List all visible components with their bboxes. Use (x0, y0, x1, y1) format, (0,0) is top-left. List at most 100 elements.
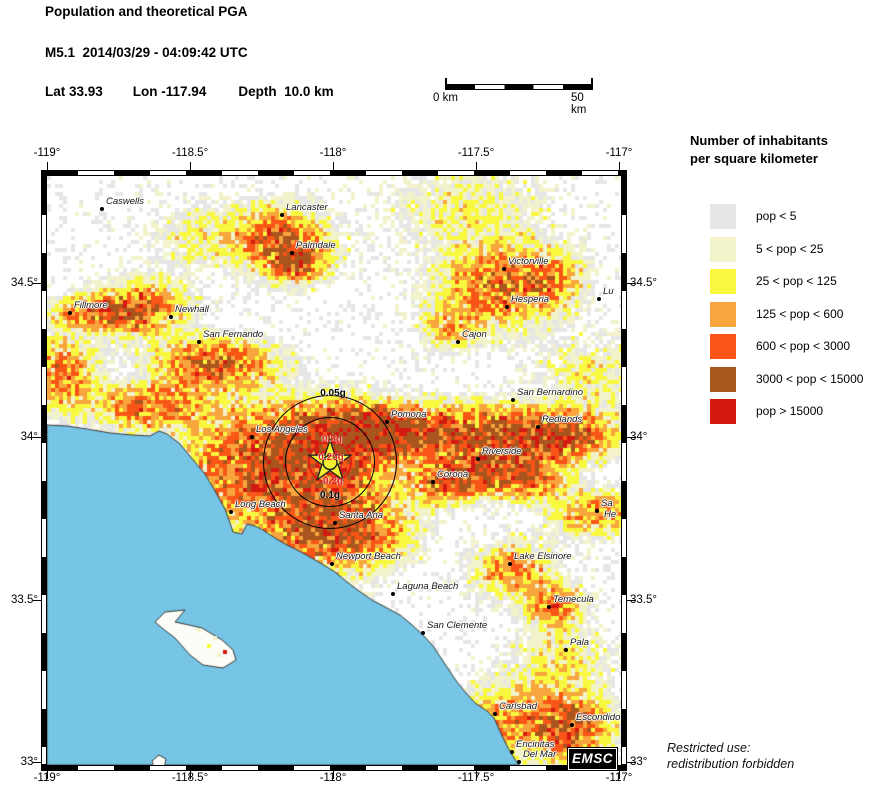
city-dot (229, 510, 233, 514)
city-label: San Clemente (427, 620, 488, 631)
city-label: He (604, 509, 617, 520)
city-dot (597, 297, 601, 301)
pga-label: 0.5g (321, 434, 343, 445)
city-dot (595, 509, 599, 513)
legend-swatch (710, 204, 736, 229)
legend-label: 5 < pop < 25 (756, 241, 824, 256)
legend-swatch (710, 399, 736, 424)
axis-label: -117.5° (457, 147, 495, 159)
pga-ring (285, 417, 375, 507)
map-viewport: 0.05g 0.1g 0.5g 0.25g 0.2g Caswells Lancaster… (47, 176, 621, 765)
legend-label: 25 < pop < 125 (756, 274, 837, 288)
city-dot (250, 435, 254, 439)
city-dot (280, 213, 284, 217)
map-border-left (41, 176, 47, 765)
axis-label: -118° (319, 147, 347, 159)
city-label: Hesperia (511, 294, 550, 305)
city-label: Escondido (576, 712, 621, 723)
city-dot (517, 760, 521, 764)
legend-swatch (710, 301, 736, 327)
event-lon: Lon -117.94 (132, 84, 207, 99)
scale-max-label: 50 km (571, 92, 587, 116)
map-border-bottom (41, 765, 627, 771)
city-dot (421, 631, 425, 635)
city-label: Lake Elsinore (514, 551, 572, 562)
map-border-top (41, 170, 627, 176)
city-label: Cajon (462, 329, 487, 340)
city-label: Carlsbad (499, 701, 538, 712)
pga-label: 0.2g (322, 476, 344, 487)
city-label: Encinitas (516, 739, 555, 750)
city-label: Newhall (175, 304, 209, 315)
legend-swatch (710, 269, 736, 294)
epicenter-star-icon (307, 437, 353, 490)
city-dot (330, 562, 334, 566)
pga-label: 0.1g (319, 490, 341, 501)
city-label: Palmdale (296, 240, 336, 251)
city-label: Pala (570, 637, 590, 648)
scale-bar: 0 km 50 km (433, 78, 593, 116)
city-label: Riverside (482, 446, 522, 457)
city-label: Lancaster (286, 202, 328, 213)
axis-label: 33° (20, 756, 38, 768)
city-label: San Bernardino (517, 387, 584, 398)
scale-tick-right (591, 78, 593, 89)
city-dot (508, 562, 512, 566)
legend-title: Number of inhabitants per square kilomete… (690, 133, 828, 166)
city-label: San Fernando (203, 329, 264, 340)
city-dot (197, 340, 201, 344)
city-label: Long Beach (235, 499, 286, 510)
event-depth: Depth 10.0 km (238, 84, 334, 99)
page-title: Population and theoretical PGA (45, 4, 248, 19)
city-label: Sa (601, 498, 613, 509)
city-dot (333, 521, 337, 525)
axis-label: 34° (20, 431, 38, 443)
city-dot (290, 251, 294, 255)
legend-label: 3000 < pop < 15000 (756, 371, 864, 386)
city-label: Del Mar (523, 749, 557, 760)
city-dot (511, 398, 515, 402)
city-label: Santa Ana (339, 510, 384, 521)
city-label: Laguna Beach (397, 581, 459, 592)
axis-label: -118.5° (171, 147, 209, 159)
city-label: Newport Beach (336, 551, 401, 562)
legend-swatch (710, 236, 736, 262)
city-dot (385, 420, 389, 424)
pga-label: 0.05g (320, 388, 346, 399)
city-dot (68, 311, 72, 315)
axis-label: 33.5° (630, 594, 657, 606)
axis-label: 34° (630, 431, 648, 443)
event-lat: Lat 33.93 (45, 84, 103, 99)
scale-bar-segments (445, 84, 593, 90)
event-location: Lat 33.93 Lon -117.94 Depth 10.0 km (45, 84, 334, 99)
axis-label: -117° (605, 147, 633, 159)
axis-label: 33° (630, 756, 648, 768)
city-dot (169, 315, 173, 319)
city-dot (570, 723, 574, 727)
emsc-logo: EMSC (567, 747, 618, 771)
legend-swatch (710, 366, 736, 392)
restricted-use-note: Restricted use: redistribution forbidden (667, 741, 795, 771)
city-dot (536, 425, 540, 429)
city-dot (505, 305, 509, 309)
city-dot (564, 648, 568, 652)
axis-label: -119° (33, 147, 61, 159)
city-dot (502, 267, 506, 271)
city-label: Temecula (553, 594, 594, 605)
scale-zero-label: 0 km (433, 92, 458, 104)
axis-label: 33.5° (11, 594, 38, 606)
axis-label: 34.5° (11, 277, 38, 289)
event-magnitude-time: M5.1 2014/03/29 - 04:09:42 UTC (45, 45, 248, 60)
city-dot (493, 712, 497, 716)
legend-label: pop < 5 (756, 209, 797, 223)
city-dot (547, 605, 551, 609)
city-label: Redlands (542, 414, 583, 425)
pga-ring (263, 395, 397, 529)
legend-label: 600 < pop < 3000 (756, 339, 851, 353)
city-label: Caswells (106, 196, 145, 207)
legend-swatch (710, 334, 736, 359)
population-legend: Number of inhabitants per square kilomete… (690, 132, 872, 424)
map-border-right (621, 176, 627, 765)
city-dot (456, 340, 460, 344)
